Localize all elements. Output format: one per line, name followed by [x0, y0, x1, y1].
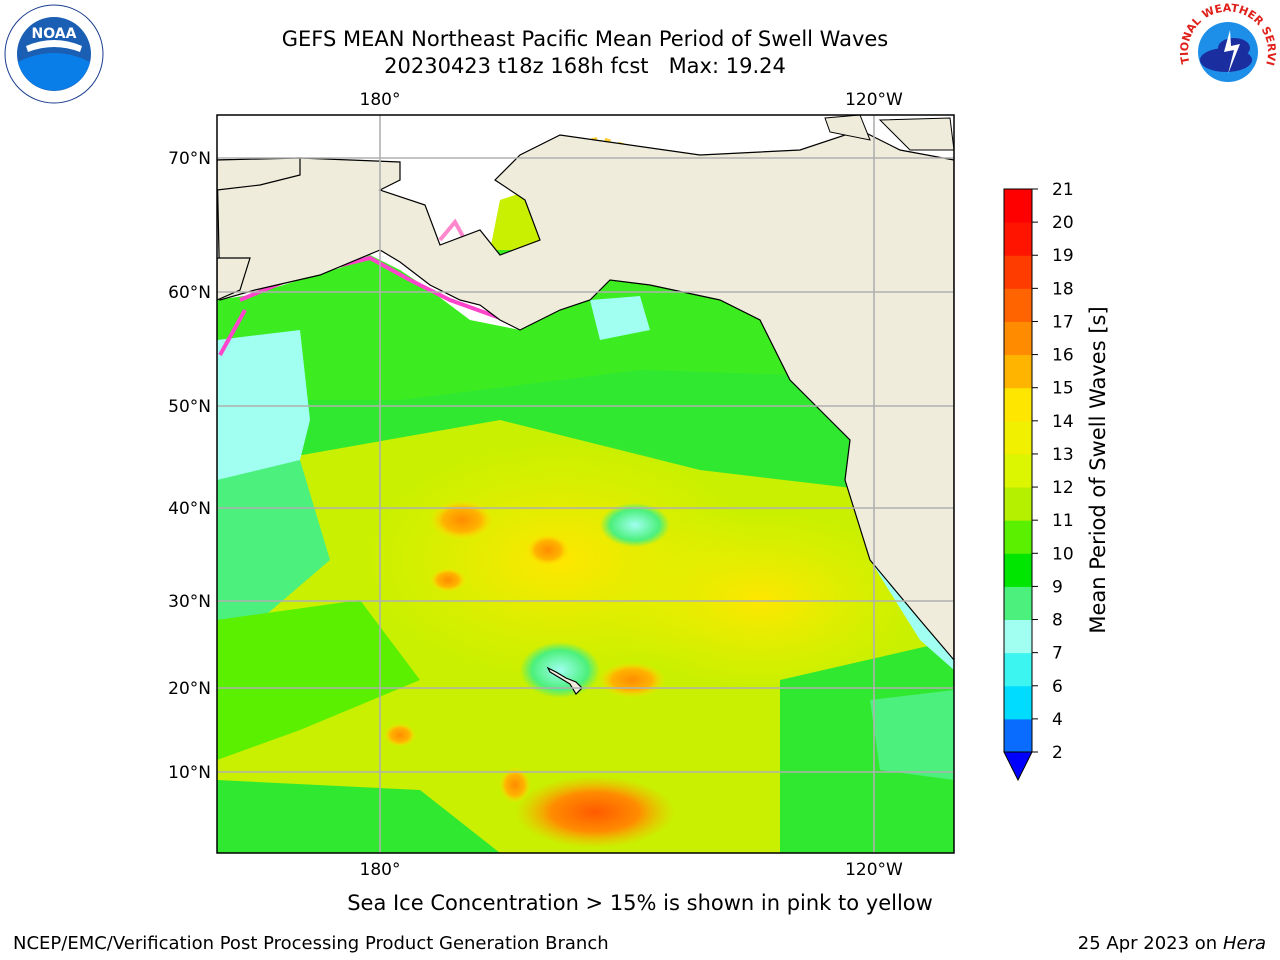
swell-region-green-southeast — [780, 640, 954, 853]
ice-edge-west — [218, 309, 247, 356]
colorbar-tick-label: 20 — [1052, 213, 1074, 233]
colorbar-label: Mean Period of Swell Waves [s] — [1086, 306, 1110, 633]
lat-tick-50n: 50°N — [168, 397, 211, 417]
colorbar-tick-label: 7 — [1052, 644, 1063, 664]
colorbar-segment — [1004, 652, 1032, 687]
swell-region-red-south — [515, 776, 675, 848]
colorbar-segment — [1004, 354, 1032, 389]
colorbar-tick-label: 8 — [1052, 611, 1063, 631]
colorbar-tick-label: 19 — [1052, 246, 1074, 266]
colorbar-segment — [1004, 553, 1032, 587]
colorbar-segment — [1004, 685, 1032, 720]
swell-region-orange-4 — [598, 662, 666, 698]
swell-region-green-southwest — [217, 600, 420, 760]
colorbar-tick-label: 18 — [1052, 279, 1074, 299]
sea-ice-note: Sea Ice Concentration > 15% is shown in … — [0, 891, 1280, 915]
map-area — [217, 115, 954, 853]
colorbar-segment — [1004, 288, 1032, 322]
sea-ice-region — [217, 115, 954, 330]
swell-region-coast-california — [870, 560, 954, 670]
map-frame — [216, 114, 955, 854]
colorbar-segment — [1004, 520, 1032, 554]
ice-edge-north — [438, 218, 467, 242]
landmass-north-america — [217, 129, 954, 661]
colorbar-segment — [1004, 321, 1032, 356]
lat-tick-40n: 40°N — [168, 499, 211, 519]
colorbar-tick-label: 4 — [1052, 710, 1063, 730]
footer-credit: NCEP/EMC/Verification Post Processing Pr… — [13, 933, 609, 954]
colorbar-extend-triangle — [1003, 751, 1033, 782]
colorbar-tick-label: 14 — [1052, 412, 1074, 432]
colorbar-tick-label: 9 — [1052, 577, 1063, 597]
lon-tick-bottom-180: 180° — [360, 860, 401, 880]
footer-host: Hera — [1222, 933, 1266, 954]
sea-ice-note-text: Sea Ice Concentration > 15% is shown in … — [347, 891, 933, 915]
colorbar-tick-label: 16 — [1052, 346, 1074, 366]
swell-region-mint-west — [217, 460, 330, 620]
colorbar-segment — [1004, 189, 1032, 223]
colorbar-tick-label: 12 — [1052, 478, 1074, 498]
colorbar-frame — [1003, 188, 1033, 753]
graticule — [217, 115, 954, 853]
colorbar-segment — [1004, 453, 1032, 488]
colorbar-segment — [1004, 387, 1032, 422]
swell-region-orange-3 — [430, 568, 466, 592]
colorbar-segment — [1004, 487, 1032, 521]
colorbar-segment — [1004, 222, 1032, 256]
footer-date-text: 25 Apr 2023 on — [1077, 933, 1223, 954]
colorbar-tick-label: 13 — [1052, 445, 1074, 465]
swell-region-hawaii — [520, 642, 600, 698]
colorbar-tick-label: 15 — [1052, 379, 1074, 399]
colorbar: 2 4 6 7 8 9 10 11 12 13 14 15 16 17 18 19 20 21 — [1003, 180, 1074, 782]
landmass-arctic-island-1 — [824, 115, 871, 141]
colorbar-segment — [1004, 718, 1032, 753]
footer-date: 25 Apr 2023 on Hera — [1078, 933, 1266, 954]
nws-logo: NATIONAL WEATHER SERVICE — [1178, 2, 1278, 100]
colorbar-tick-label: 21 — [1052, 180, 1074, 200]
swell-region-mint-southeast — [870, 690, 954, 780]
swell-region-orange-1 — [430, 500, 494, 540]
noaa-logo-text: NOAA — [32, 26, 77, 42]
chart-subtitle: 20230423 t18z 168h fcst Max: 19.24 — [384, 54, 786, 78]
colorbar-tick-label: 10 — [1052, 544, 1074, 564]
colorbar-tick-label: 6 — [1052, 677, 1063, 697]
colorbar-segment — [1004, 420, 1032, 455]
swell-region-gulf-alaska — [590, 296, 650, 340]
lat-tick-20n: 20°N — [168, 679, 211, 699]
lon-tick-top-120w: 120°W — [845, 90, 903, 110]
swell-region-orange-6 — [499, 767, 531, 803]
lat-tick-70n: 70°N — [168, 149, 211, 169]
lat-tick-30n: 30°N — [168, 592, 211, 612]
swell-region-yellow-east — [600, 510, 920, 690]
lat-tick-60n: 60°N — [168, 283, 211, 303]
lon-tick-bottom-120w: 120°W — [845, 860, 903, 880]
swell-region-orange-5 — [384, 723, 416, 747]
chart-title: GEFS MEAN Northeast Pacific Mean Period … — [281, 27, 889, 51]
swell-region-orange-2 — [526, 534, 570, 566]
landmass-kamchatka — [217, 257, 251, 301]
colorbar-segment — [1004, 619, 1032, 654]
colorbar-segment — [1004, 586, 1032, 621]
noaa-logo: NOAA — [4, 4, 104, 104]
lat-tick-10n: 10°N — [168, 763, 211, 783]
swell-region-cyan-mid — [600, 503, 670, 547]
landmass-arctic-island-2 — [878, 117, 954, 151]
colorbar-segment — [1004, 255, 1032, 289]
swell-region-green-south — [217, 780, 500, 853]
colorbar-tick-label: 11 — [1052, 511, 1074, 531]
colorbar-tick-label: 17 — [1052, 312, 1074, 332]
colorbar-tick-label: 2 — [1052, 743, 1063, 763]
lon-tick-top-180: 180° — [360, 90, 401, 110]
